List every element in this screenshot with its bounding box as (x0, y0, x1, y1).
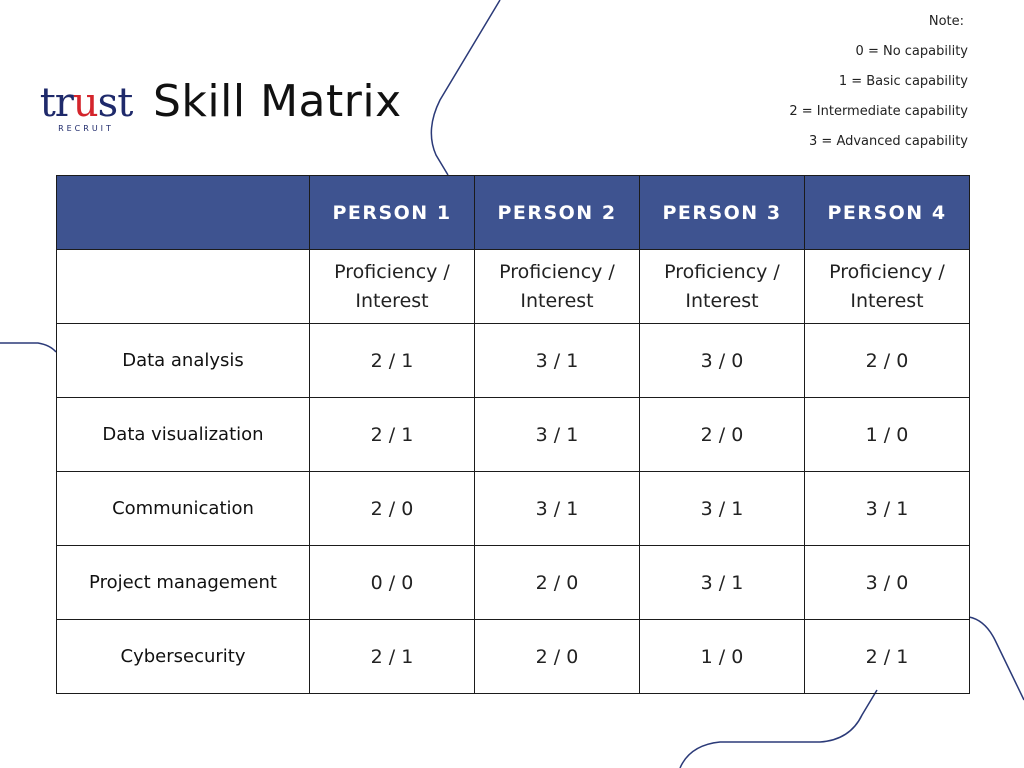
score-cell: 2 / 0 (309, 471, 475, 546)
trust-recruit-logo: trust RECRUIT (36, 80, 136, 133)
score-cell: 2 / 1 (309, 619, 475, 694)
score-cell: 2 / 0 (804, 323, 970, 398)
table-row: Communication 2 / 0 3 / 1 3 / 1 3 / 1 (56, 471, 970, 546)
score-cell: 0 / 0 (309, 545, 475, 620)
score-cell: 2 / 1 (309, 397, 475, 472)
skill-name-cell: Cybersecurity (56, 619, 310, 694)
score-cell: 3 / 1 (474, 471, 640, 546)
table-row: Cybersecurity 2 / 1 2 / 0 1 / 0 2 / 1 (56, 619, 970, 694)
score-cell: 2 / 0 (639, 397, 805, 472)
score-cell: 1 / 0 (639, 619, 805, 694)
bottom-right-curve-line (968, 616, 1024, 701)
subheader-cell: Proficiency / Interest (639, 249, 805, 324)
score-cell: 2 / 0 (474, 545, 640, 620)
left-curve-line (0, 342, 57, 353)
score-cell: 3 / 1 (639, 471, 805, 546)
table-row: Data analysis 2 / 1 3 / 1 3 / 0 2 / 0 (56, 323, 970, 398)
table-row: Project management 0 / 0 2 / 0 3 / 1 3 /… (56, 545, 970, 620)
person-header: PERSON 4 (804, 175, 970, 250)
header-row: PERSON 1 PERSON 2 PERSON 3 PERSON 4 (56, 175, 970, 250)
table-row: Data visualization 2 / 1 3 / 1 2 / 0 1 /… (56, 397, 970, 472)
score-cell: 2 / 0 (474, 619, 640, 694)
score-cell: 3 / 1 (804, 471, 970, 546)
bottom-curve-line (679, 689, 878, 768)
skill-matrix-table: PERSON 1 PERSON 2 PERSON 3 PERSON 4 Prof… (56, 175, 970, 694)
skill-name-cell: Data analysis (56, 323, 310, 398)
legend-item: 3 = Advanced capability (809, 134, 968, 149)
legend-heading: Note: (928, 14, 964, 29)
subheader-cell: Proficiency / Interest (804, 249, 970, 324)
rating-legend: Note: 0 = No capability 1 = Basic capabi… (789, 14, 968, 164)
score-cell: 3 / 0 (639, 323, 805, 398)
subheader-cell: Proficiency / Interest (309, 249, 475, 324)
legend-item: 2 = Intermediate capability (789, 104, 968, 119)
score-cell: 3 / 1 (474, 397, 640, 472)
subheader-corner-cell (56, 249, 310, 324)
score-cell: 3 / 1 (474, 323, 640, 398)
score-cell: 3 / 1 (639, 545, 805, 620)
legend-item: 1 = Basic capability (838, 74, 968, 89)
skill-name-cell: Communication (56, 471, 310, 546)
logo-tagline: RECRUIT (58, 124, 114, 133)
skill-name-cell: Data visualization (56, 397, 310, 472)
person-header: PERSON 3 (639, 175, 805, 250)
page-title: Skill Matrix (153, 76, 402, 127)
subheader-cell: Proficiency / Interest (474, 249, 640, 324)
legend-item: 0 = No capability (855, 44, 968, 59)
skill-name-cell: Project management (56, 545, 310, 620)
score-cell: 2 / 1 (309, 323, 475, 398)
person-header: PERSON 1 (309, 175, 475, 250)
logo-wordmark: trust (39, 80, 134, 126)
score-cell: 1 / 0 (804, 397, 970, 472)
score-cell: 3 / 0 (804, 545, 970, 620)
score-cell: 2 / 1 (804, 619, 970, 694)
top-curve-line (430, 0, 501, 176)
person-header: PERSON 2 (474, 175, 640, 250)
header-corner-cell (56, 175, 310, 250)
subheader-row: Proficiency / Interest Proficiency / Int… (56, 249, 970, 324)
